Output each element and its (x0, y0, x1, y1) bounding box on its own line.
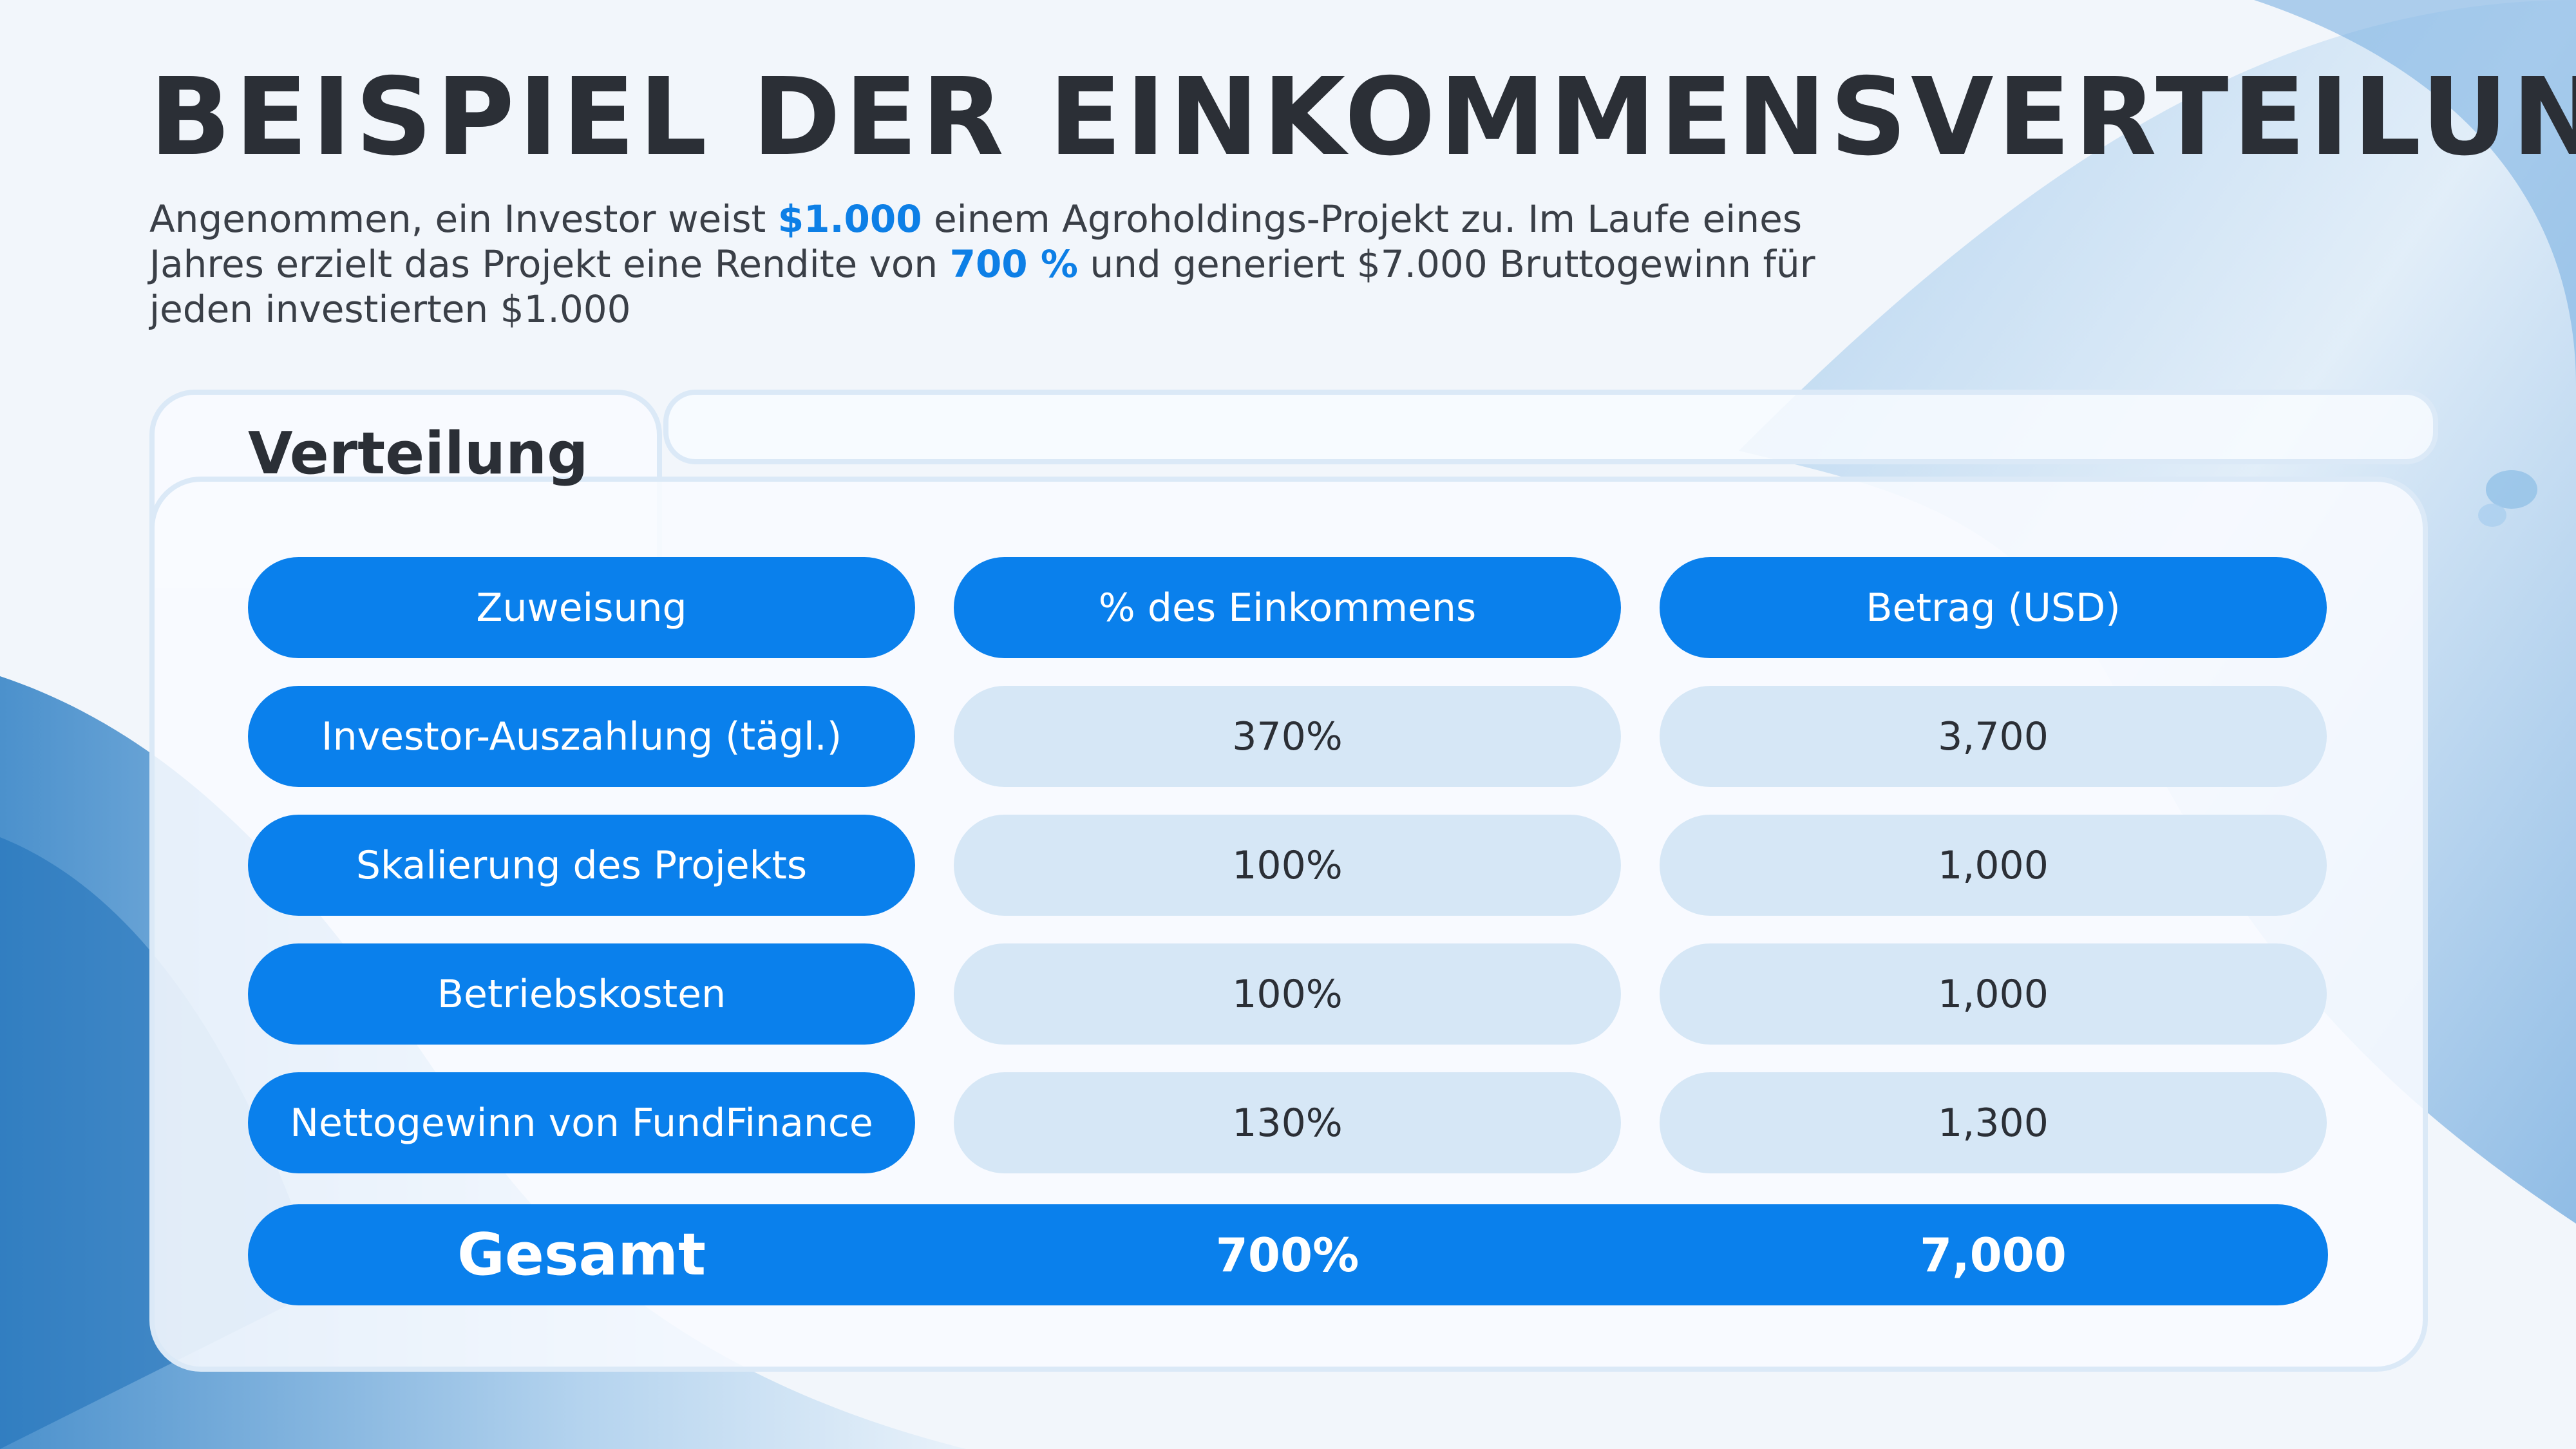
row-amount: 1,000 (1660, 943, 2327, 1045)
row-amount: 1,300 (1660, 1072, 2327, 1173)
row-percent: 370% (954, 686, 1621, 787)
total-label: Gesamt (457, 1221, 706, 1289)
total-amount: 7,000 (1920, 1227, 2067, 1282)
page-title: BEISPIEL DER EINKOMMENSVERTEILUNG (149, 55, 2576, 180)
row-percent: 130% (954, 1072, 1621, 1173)
row-label: Investor-Auszahlung (tägl.) (248, 686, 915, 787)
row-label: Betriebskosten (248, 943, 915, 1045)
table-row: Skalierung des Projekts 100% 1,000 (248, 815, 2328, 916)
table-row: Betriebskosten 100% 1,000 (248, 943, 2328, 1045)
distribution-table: Zuweisung % des Einkommens Betrag (USD) … (248, 557, 2328, 1201)
panel-top-bar (663, 390, 2438, 464)
intro-text-part: und generiert $7.000 Bruttogewinn für je… (149, 242, 1815, 331)
panel-title: Verteilung (248, 420, 589, 488)
table-row: Investor-Auszahlung (tägl.) 370% 3,700 (248, 686, 2328, 787)
table-header-row: Zuweisung % des Einkommens Betrag (USD) (248, 557, 2328, 658)
row-percent: 100% (954, 815, 1621, 916)
column-header-amount: Betrag (USD) (1660, 557, 2327, 658)
intro-text: Angenommen, ein Investor weist $1.000 ei… (149, 196, 1920, 332)
column-header-percent: % des Einkommens (954, 557, 1621, 658)
row-amount: 3,700 (1660, 686, 2327, 787)
highlight-return-rate: 700 % (949, 242, 1078, 286)
highlight-investment-amount: $1.000 (777, 197, 922, 241)
table-row: Nettogewinn von FundFinance 130% 1,300 (248, 1072, 2328, 1173)
row-percent: 100% (954, 943, 1621, 1045)
row-amount: 1,000 (1660, 815, 2327, 916)
column-header-allocation: Zuweisung (248, 557, 915, 658)
row-label: Nettogewinn von FundFinance (248, 1072, 915, 1173)
row-label: Skalierung des Projekts (248, 815, 915, 916)
total-percent: 700% (1215, 1227, 1359, 1282)
intro-text-part: einem Agroholdings-Projekt zu. Im Laufe … (149, 197, 1803, 286)
total-row: Gesamt 700% 7,000 (248, 1204, 2328, 1305)
intro-text-part: Angenommen, ein Investor weist (149, 197, 778, 241)
